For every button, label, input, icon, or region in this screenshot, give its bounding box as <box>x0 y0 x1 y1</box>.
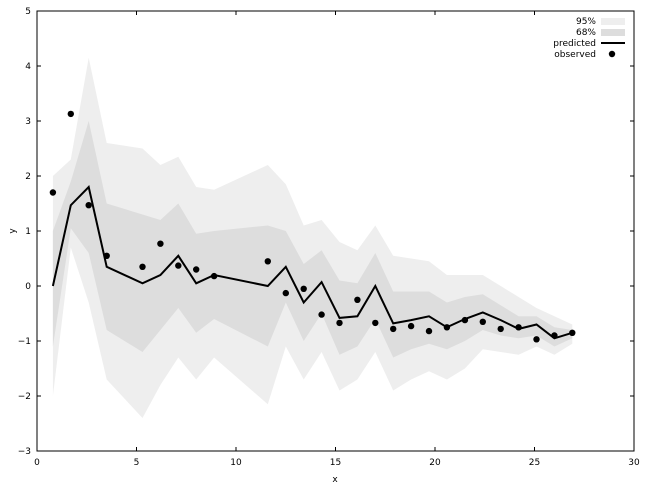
x-tick-label: 5 <box>134 458 140 468</box>
x-tick-label: 20 <box>429 458 441 468</box>
observed-point <box>300 285 307 292</box>
observed-series <box>49 110 576 343</box>
predicted-line <box>51 184 573 340</box>
observed-point <box>515 324 522 331</box>
observed-point <box>425 327 433 335</box>
confidence-bands <box>52 57 573 419</box>
y-tick-label: 1 <box>25 227 31 237</box>
x-tick-label: 30 <box>628 458 640 468</box>
observed-point <box>264 258 271 265</box>
x-tick-label: 10 <box>230 458 242 468</box>
y-tick-label: 0 <box>25 282 31 292</box>
legend-label: predicted <box>553 39 596 49</box>
x-tick-label: 25 <box>529 458 540 468</box>
legend-label: 95% <box>576 17 596 27</box>
observed-point <box>497 325 504 333</box>
observed-point <box>533 336 540 343</box>
observed-point <box>193 266 200 273</box>
y-tick-label: 5 <box>25 7 31 17</box>
observed-point <box>49 189 57 196</box>
predicted-series <box>51 184 573 340</box>
observed-point <box>175 262 182 269</box>
x-axis-label: x <box>332 475 338 485</box>
y-axis-label: y <box>8 228 18 234</box>
y-tick-label: 3 <box>25 117 31 127</box>
x-tick-label: 15 <box>330 458 341 468</box>
legend-label: 68% <box>576 28 596 38</box>
y-tick-label: 2 <box>25 172 31 182</box>
observed-point <box>390 325 397 333</box>
y-tick-label: −1 <box>18 337 31 347</box>
y-tick-label: 4 <box>25 62 31 72</box>
observed-point <box>551 332 558 339</box>
legend-label: observed <box>554 50 596 60</box>
legend-swatch <box>601 29 625 36</box>
observed-point <box>354 296 361 303</box>
y-tick-label: −3 <box>18 447 31 457</box>
observed-point <box>282 289 289 297</box>
y-tick-label: −2 <box>18 392 31 402</box>
observed-point <box>569 329 576 336</box>
observed-point <box>85 202 92 209</box>
observed-point <box>139 263 146 270</box>
observed-point <box>479 318 486 325</box>
observed-point <box>157 240 164 247</box>
observed-point <box>318 311 325 318</box>
x-axis-ticks: 0 5 10 15 20 25 30 <box>34 11 640 468</box>
observed-point <box>372 319 379 327</box>
legend-swatch <box>601 18 625 25</box>
y-axis-ticks: −3 −2 −1 0 1 2 3 4 5 <box>18 7 634 457</box>
observed-point <box>336 319 343 327</box>
observed-point <box>443 324 451 331</box>
observed-point <box>407 322 415 330</box>
observed-point <box>461 316 469 324</box>
x-tick-label: 0 <box>34 458 40 468</box>
observed-point <box>103 252 110 259</box>
band-68pct <box>52 121 573 358</box>
observed-point <box>67 110 75 118</box>
observed-point <box>210 272 218 280</box>
legend-swatch <box>608 50 616 58</box>
